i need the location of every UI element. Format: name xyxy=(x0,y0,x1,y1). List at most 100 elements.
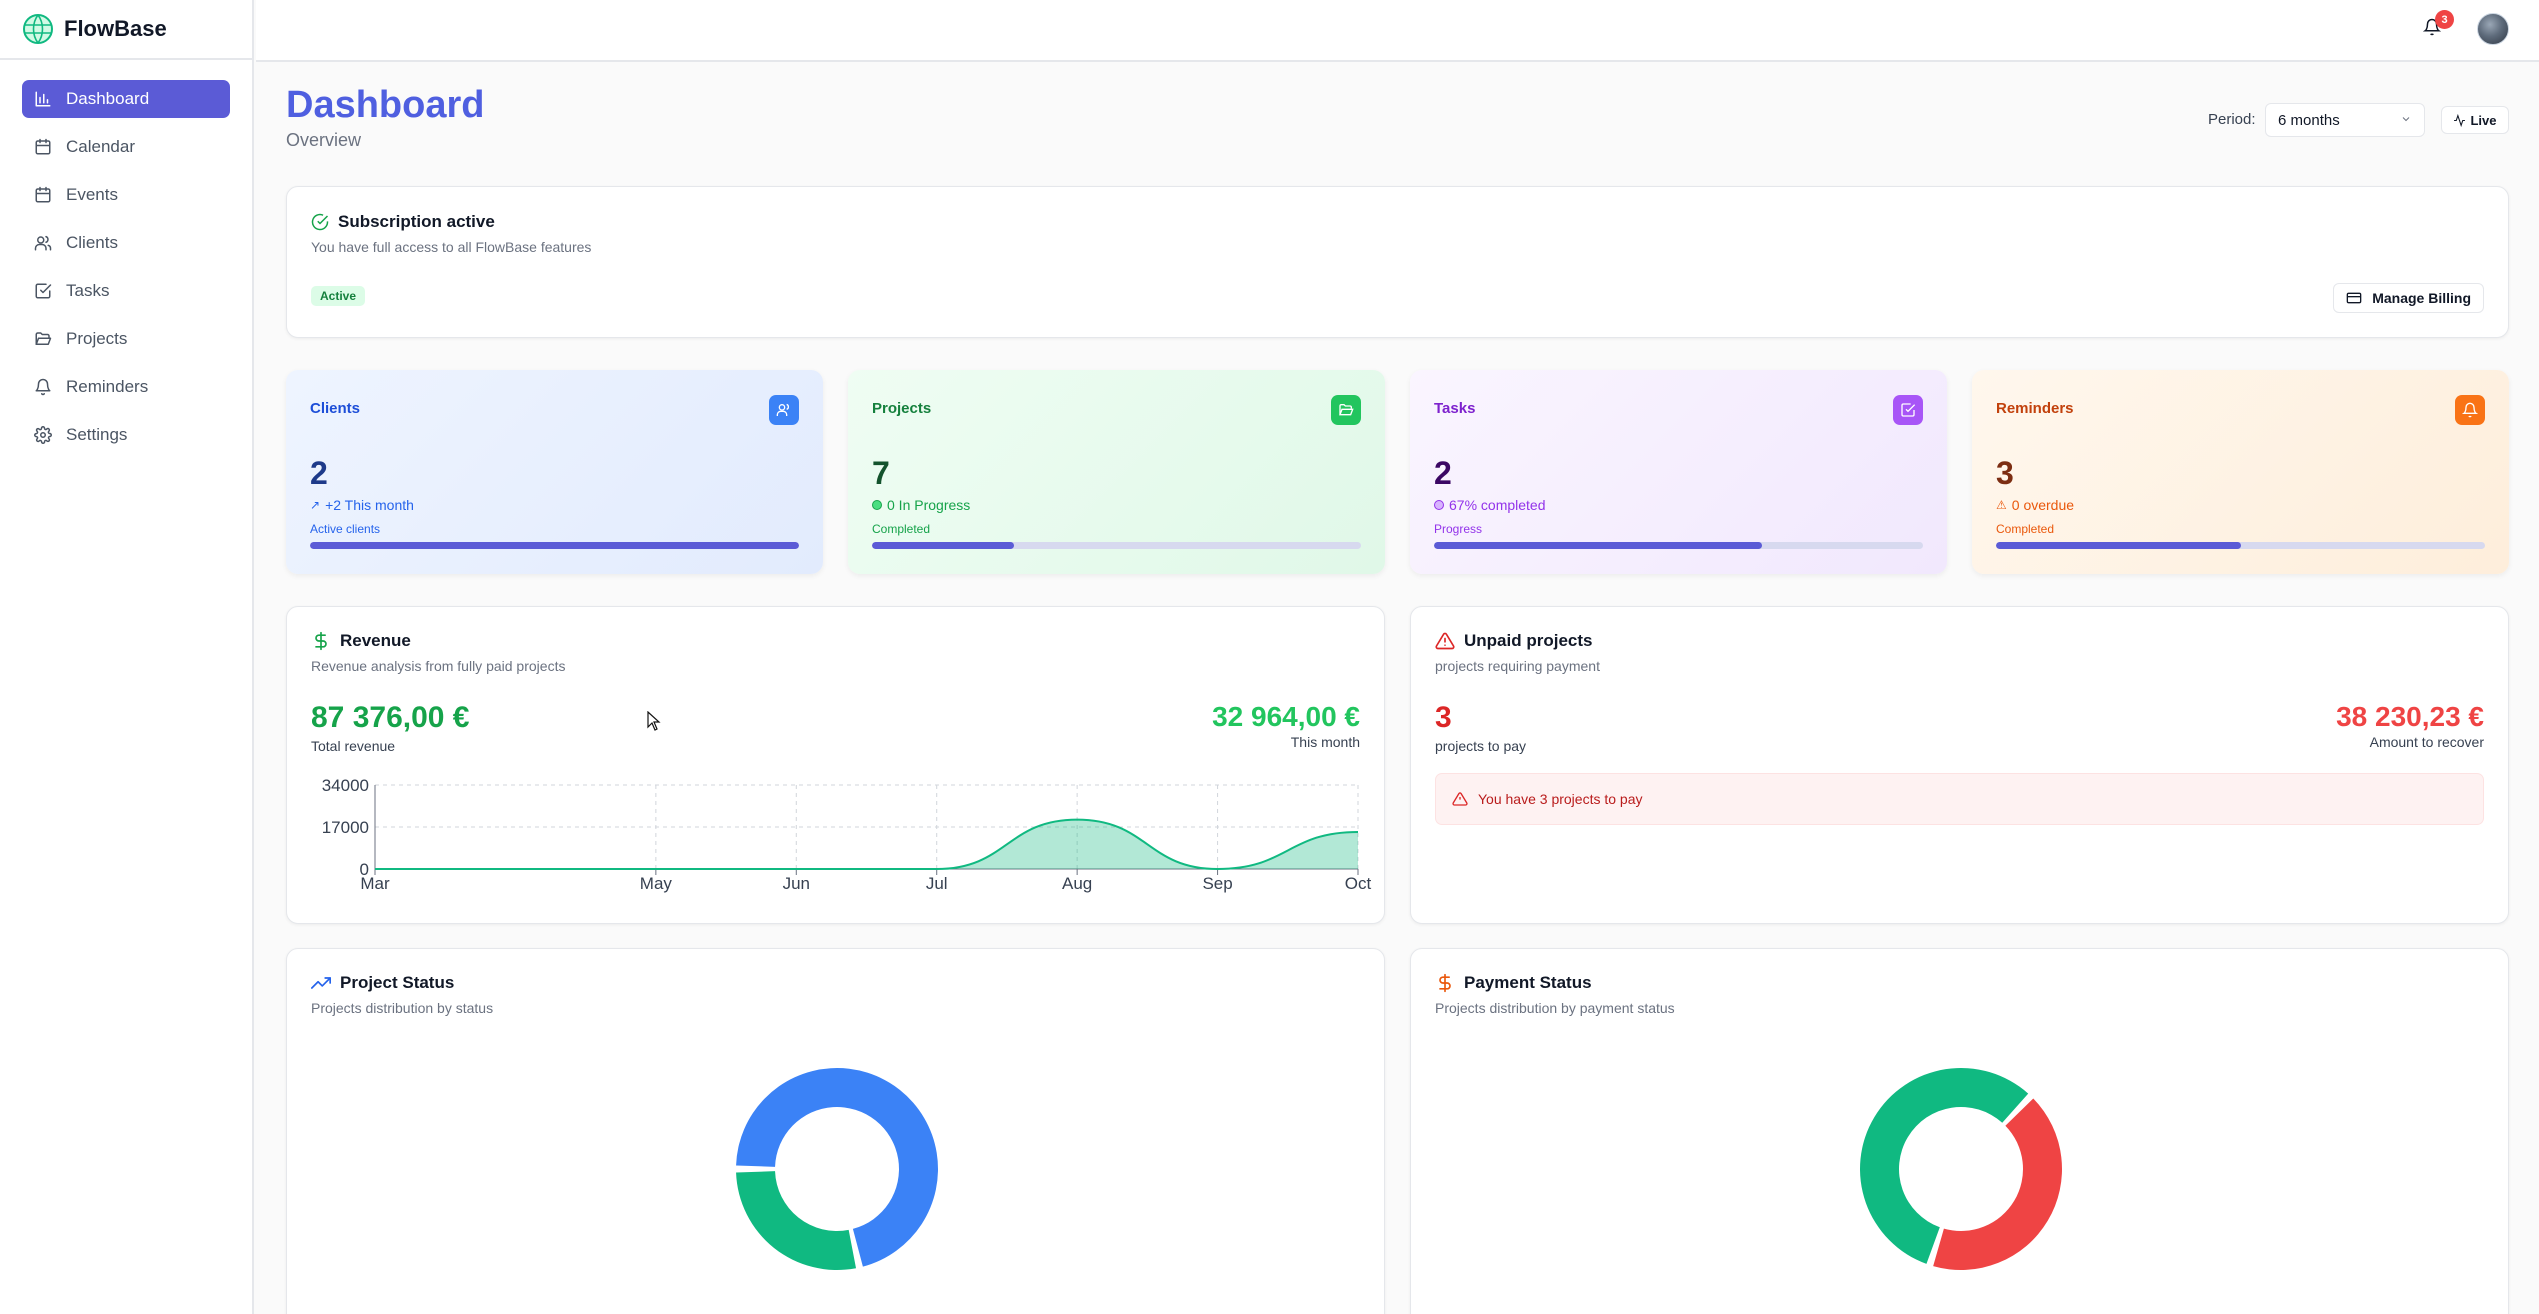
warning-icon: ⚠ xyxy=(1996,498,2007,512)
unpaid-count-label: projects to pay xyxy=(1435,738,1527,754)
status-badge: Active xyxy=(311,286,366,306)
check-square-icon xyxy=(1893,395,1923,425)
month-revenue-value: 32 964,00 € xyxy=(1212,701,1360,732)
manage-billing-label: Manage Billing xyxy=(2372,290,2471,306)
y-tick-label: 34000 xyxy=(322,777,369,795)
sidebar-item-reminders[interactable]: Reminders xyxy=(22,368,230,406)
sidebar-item-label: Events xyxy=(66,185,118,204)
trend-up-icon: ↗ xyxy=(310,498,321,512)
subscription-description: You have full access to all FlowBase fea… xyxy=(311,239,592,255)
sidebar-item-label: Dashboard xyxy=(66,89,150,108)
donut-slice xyxy=(736,1068,938,1267)
x-tick-label: Mar xyxy=(360,874,390,893)
credit-card-icon xyxy=(2346,292,2362,304)
revenue-title: Revenue xyxy=(311,631,411,651)
unpaid-amount: 38 230,23 € xyxy=(2336,701,2484,732)
donut-slice xyxy=(1860,1068,2029,1264)
progress-bar xyxy=(1434,542,1923,549)
sidebar-item-calendar[interactable]: Calendar xyxy=(22,128,230,166)
progress-bar xyxy=(1996,542,2485,549)
sidebar-item-tasks[interactable]: Tasks xyxy=(22,272,230,310)
sidebar-item-clients[interactable]: Clients xyxy=(22,224,230,262)
stat-sub-text: 67% completed xyxy=(1449,497,1546,513)
users-icon xyxy=(769,395,799,425)
check-circle-icon xyxy=(311,213,329,231)
brand[interactable]: FlowBase xyxy=(0,0,252,60)
period-select[interactable]: 6 months xyxy=(2265,103,2425,137)
stat-card-tasks[interactable]: Tasks 2 67% completed Progress xyxy=(1410,370,1947,574)
avatar[interactable] xyxy=(2477,13,2509,45)
revenue-area xyxy=(375,819,1358,869)
payment-status-description: Projects distribution by payment status xyxy=(1435,1000,1675,1016)
project-status-title: Project Status xyxy=(311,973,454,993)
warning-icon xyxy=(1435,632,1455,650)
live-label: Live xyxy=(2470,112,2497,128)
x-tick-label: Jun xyxy=(783,874,810,893)
stat-card-projects[interactable]: Projects 7 0 In Progress Completed xyxy=(848,370,1385,574)
unpaid-alert: You have 3 projects to pay xyxy=(1435,773,2484,825)
bell-icon xyxy=(2422,18,2442,36)
stat-title: Reminders xyxy=(1996,400,2074,417)
progress-bar xyxy=(310,542,799,549)
sidebar-item-settings[interactable]: Settings xyxy=(22,416,230,454)
manage-billing-button[interactable]: Manage Billing xyxy=(2333,283,2484,313)
sidebar-item-projects[interactable]: Projects xyxy=(22,320,230,358)
stat-sub: ⚠ 0 overdue xyxy=(1996,497,2074,513)
calendar-icon xyxy=(35,186,51,203)
revenue-line xyxy=(375,818,1359,871)
topbar: 3 xyxy=(256,0,2539,62)
progress-fill xyxy=(1434,542,1762,549)
y-tick-label: 17000 xyxy=(322,818,369,837)
sidebar-item-events[interactable]: Events xyxy=(22,176,230,214)
unpaid-projects-panel: Unpaid projects projects requiring payme… xyxy=(1410,606,2509,924)
stat-card-clients[interactable]: Clients 2 ↗ +2 This month Active clients xyxy=(286,370,823,574)
stat-value: 3 xyxy=(1996,455,2014,491)
stat-value: 2 xyxy=(310,455,328,491)
stat-bar-label: Progress xyxy=(1434,522,1483,536)
check-square-icon xyxy=(35,283,52,299)
stat-sub-text: 0 In Progress xyxy=(887,497,971,513)
sidebar: FlowBase Dashboard Calendar Events Clien… xyxy=(0,0,254,1314)
stat-bar-label: Completed xyxy=(872,522,931,536)
sidebar-item-label: Settings xyxy=(66,425,128,444)
activity-icon xyxy=(2454,113,2466,127)
stat-sub: 67% completed xyxy=(1434,497,1546,513)
project-status-donut xyxy=(736,1068,938,1270)
dollar-icon xyxy=(315,631,327,651)
unpaid-title-text: Unpaid projects xyxy=(1464,631,1593,650)
project-status-title-text: Project Status xyxy=(340,973,455,992)
stat-sub-text: +2 This month xyxy=(325,497,414,513)
gear-icon xyxy=(34,426,52,444)
unpaid-description: projects requiring payment xyxy=(1435,658,1600,674)
stat-bar-label: Completed xyxy=(1996,522,2055,536)
payment-status-donut xyxy=(1860,1068,2062,1270)
period-value: 6 months xyxy=(2278,112,2340,129)
x-tick-label: Jul xyxy=(926,874,948,893)
stat-sub: 0 In Progress xyxy=(872,497,970,513)
folder-open-icon xyxy=(35,332,52,345)
notifications-button[interactable]: 3 xyxy=(2422,10,2454,42)
stat-title: Projects xyxy=(872,400,932,417)
live-button[interactable]: Live xyxy=(2441,106,2509,134)
logo-icon xyxy=(23,14,53,44)
dollar-icon xyxy=(1439,973,1451,993)
stat-card-reminders[interactable]: Reminders 3 ⚠ 0 overdue Completed xyxy=(1972,370,2509,574)
bell-icon xyxy=(35,378,51,396)
warning-icon xyxy=(1452,792,1468,806)
payment-status-title-text: Payment Status xyxy=(1464,973,1592,992)
mouse-cursor-icon xyxy=(647,711,661,731)
stat-sub: ↗ +2 This month xyxy=(310,497,414,513)
stat-sub-text: 0 overdue xyxy=(2011,497,2075,513)
stat-title: Clients xyxy=(310,400,361,417)
revenue-chart: 0 17000 34000 Mar May Jun Jul Aug Sep Oct xyxy=(322,777,1372,893)
sidebar-item-dashboard[interactable]: Dashboard xyxy=(22,80,230,118)
month-revenue-label: This month xyxy=(1290,734,1360,750)
stat-value: 7 xyxy=(872,455,890,491)
notification-badge: 3 xyxy=(2435,10,2454,29)
sidebar-item-label: Projects xyxy=(66,329,128,348)
bell-icon xyxy=(2455,395,2485,425)
calendar-icon xyxy=(35,138,51,155)
x-tick-label: Oct xyxy=(1345,874,1372,893)
payment-status-panel: Payment Status Projects distribution by … xyxy=(1410,948,2509,1314)
x-tick-label: Sep xyxy=(1202,874,1232,893)
